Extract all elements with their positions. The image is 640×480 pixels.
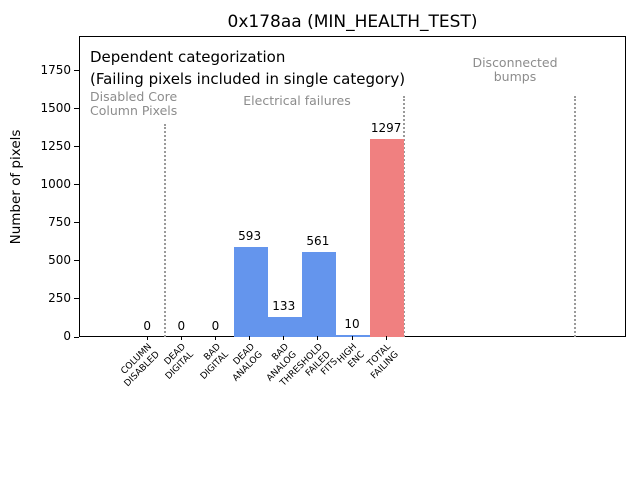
annotation-line: Column Pixels	[90, 102, 178, 118]
bar-threshold-failed-fits	[301, 251, 336, 337]
y-tick-mark	[74, 298, 79, 300]
annotation-line: (Failing pixels included in single categ…	[90, 70, 406, 88]
bar-value-text: 593	[236, 228, 264, 243]
bar-value-label: 0	[151, 319, 211, 334]
bar-high-enc	[335, 335, 371, 337]
annotation-line: Disabled Core	[90, 89, 178, 104]
x-tick-mark	[283, 336, 285, 340]
disabled-core-column-pixels-zone-label: Disabled Core Column Pixels	[90, 90, 177, 117]
y-tick-mark	[74, 184, 79, 186]
category-separator-line	[164, 123, 167, 337]
x-tick-mark	[249, 336, 251, 340]
bar-value-label: 561	[288, 233, 348, 249]
annotation-line: Disconnected	[472, 55, 558, 70]
bar-value-label: 0	[186, 319, 246, 334]
y-tick-label: 500	[48, 252, 71, 267]
y-tick-label: 0	[63, 329, 71, 343]
y-tick-mark	[74, 260, 79, 262]
x-tick-mark	[351, 336, 353, 340]
y-tick-label: 250	[48, 290, 71, 305]
y-tick-mark	[74, 70, 79, 71]
electrical-failures-zone-label: Electrical failures	[237, 94, 357, 108]
bar-value-text: 10	[342, 317, 362, 332]
x-tick-mark	[385, 336, 387, 340]
y-tick-mark	[74, 222, 79, 224]
annotation-line: bumps	[493, 68, 537, 84]
bar-value-text: 561	[304, 233, 332, 248]
bar-value-text: 0	[141, 319, 154, 333]
annotation-line: Electrical failures	[243, 93, 351, 108]
y-tick-label: 1000	[40, 176, 71, 191]
bar-value-text: 133	[270, 298, 298, 313]
annotation-line: Dependent categorization	[90, 48, 286, 66]
bar-bad-analog	[267, 316, 302, 337]
dependent-categorization-note: Dependent categorization (Failing pixels …	[90, 46, 405, 90]
bar-value-label: 10	[322, 317, 382, 332]
y-tick-label: 750	[48, 214, 71, 229]
bar-dead-analog	[233, 246, 268, 337]
bar-value-text: 0	[175, 319, 188, 333]
x-tick-mark	[317, 336, 319, 340]
bar-value-label: 0	[117, 319, 177, 334]
bar-value-label: 133	[254, 298, 314, 314]
bar-value-text: 1297	[368, 121, 404, 136]
y-tick-label: 1500	[40, 100, 71, 115]
disconnected-bumps-zone-label: Disconnected bumps	[455, 56, 575, 83]
bar-value-text: 0	[209, 319, 222, 333]
x-tick-mark	[215, 336, 216, 340]
y-tick-label: 1250	[40, 138, 71, 153]
bar-total-failing	[370, 139, 405, 337]
category-separator-line	[403, 96, 406, 337]
chart-title: 0x178aa (MIN_HEALTH_TEST)	[227, 12, 478, 32]
x-tick-mark	[146, 336, 148, 340]
bar-value-label: 1297	[356, 121, 416, 136]
y-tick-label: 1750	[40, 62, 71, 77]
y-tick-mark	[74, 108, 79, 110]
plot-area	[74, 36, 626, 338]
x-tick-mark	[180, 336, 182, 340]
y-tick-mark	[74, 336, 79, 338]
y-tick-mark	[74, 146, 79, 148]
bar-value-label: 593	[220, 228, 280, 244]
category-separator-line	[573, 96, 576, 337]
